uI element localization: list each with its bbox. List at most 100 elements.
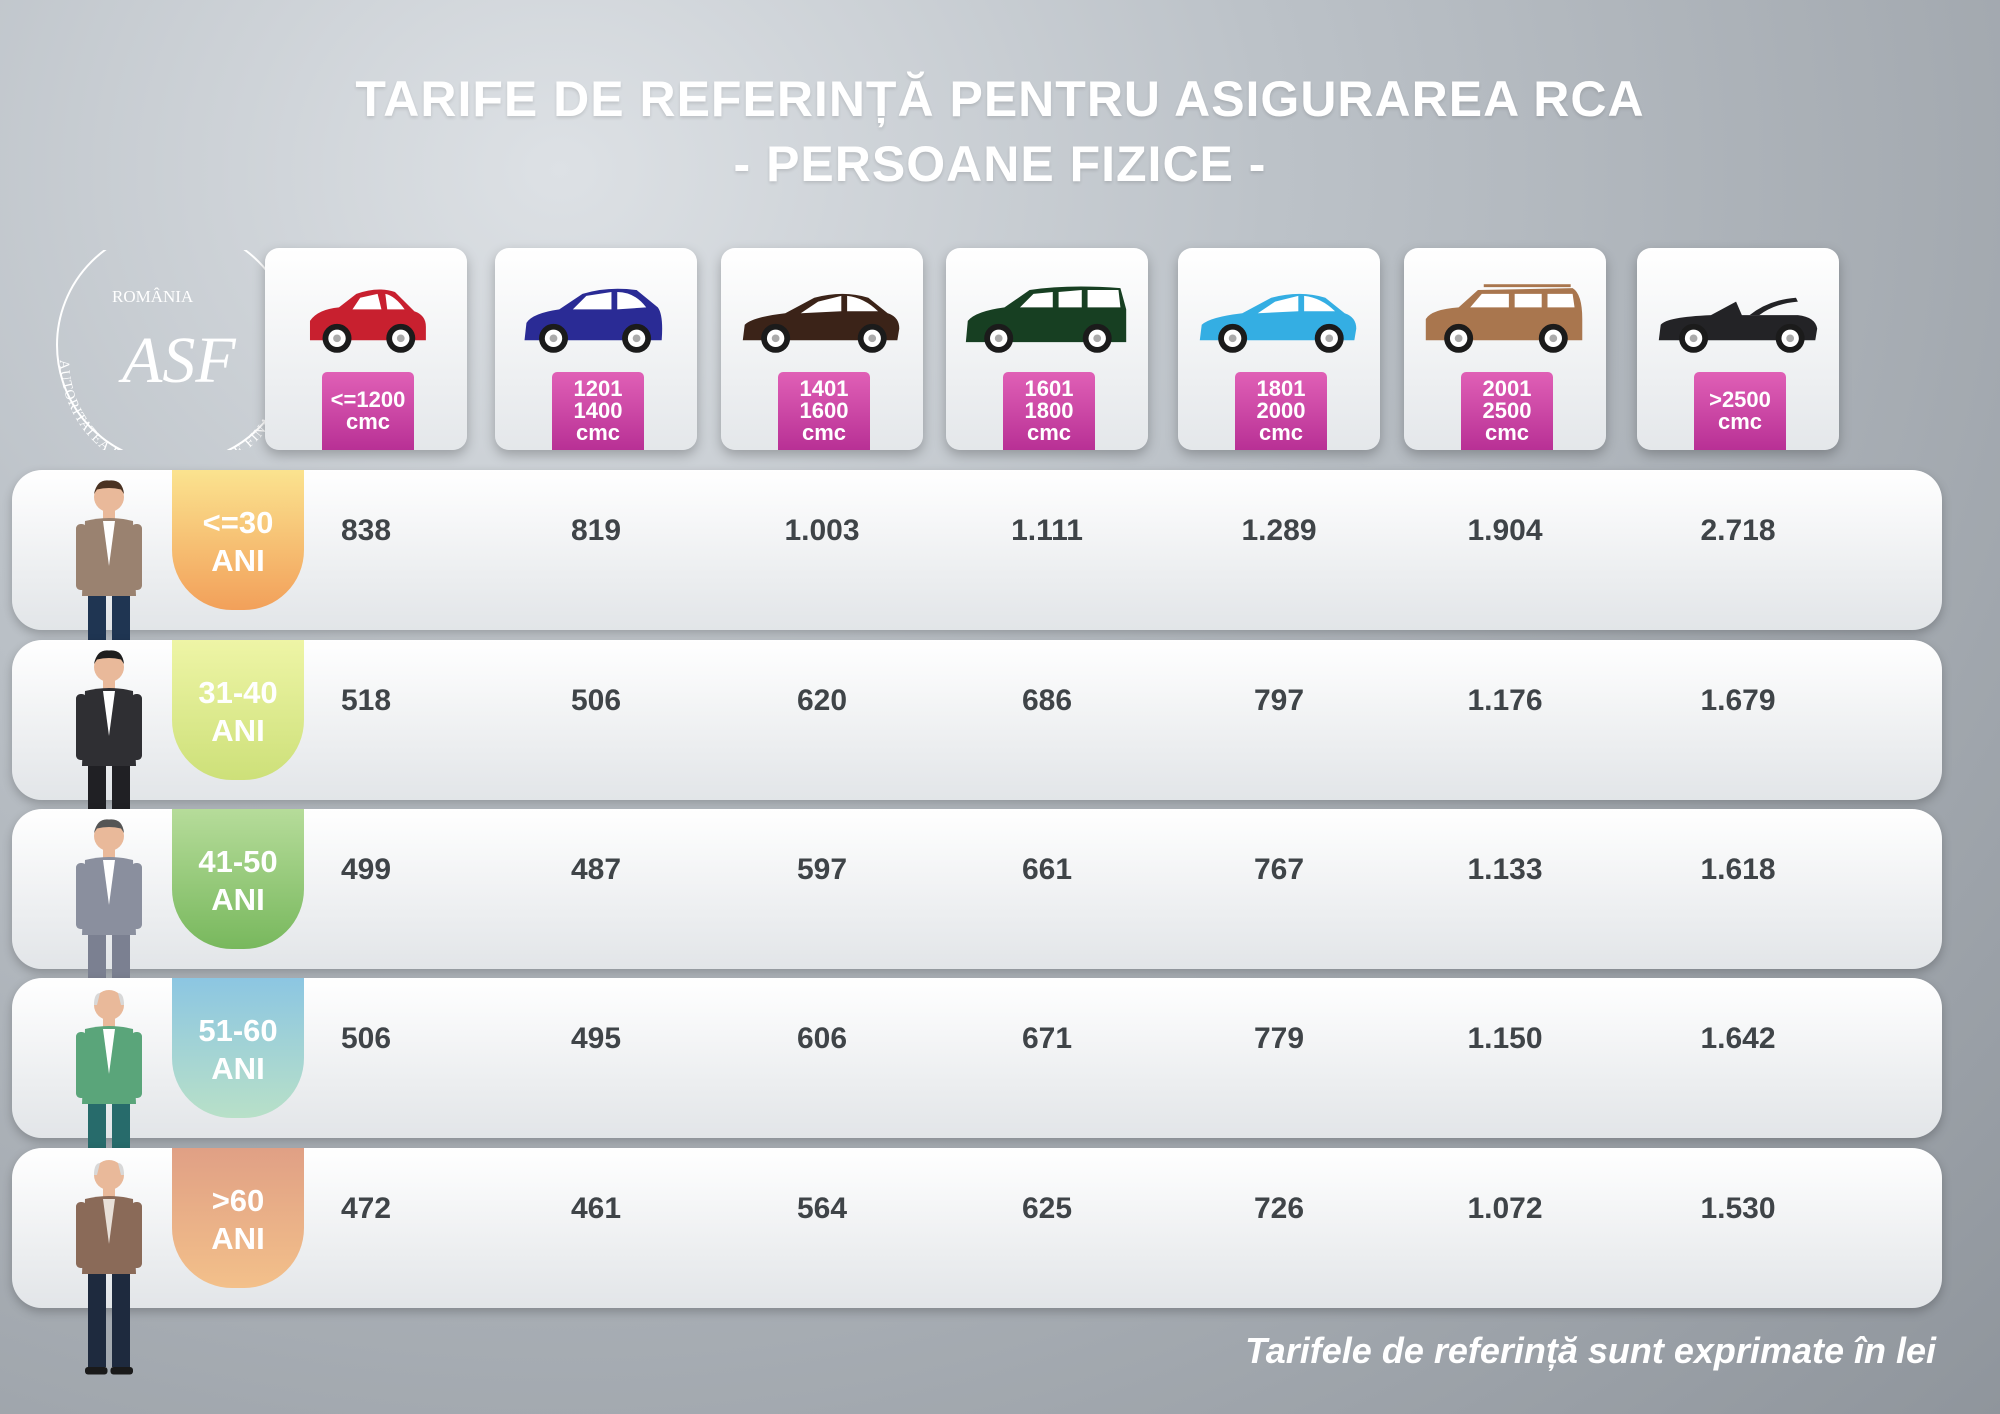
engine-size-label-line: 1201 <box>573 376 623 401</box>
tariff-value: 518 <box>340 684 392 717</box>
table-row: 51-60 ANI 506 495 606 671 779 1.150 1.642 <box>12 978 1942 1205</box>
engine-size-label-line: 1600 <box>799 398 849 423</box>
logo-top-text: ROMÂNIA <box>112 287 194 306</box>
tariff-value: 564 <box>796 1192 848 1225</box>
tariff-value: 606 <box>796 1022 848 1055</box>
tariff-value: 506 <box>340 1022 392 1055</box>
page-subtitle: - PERSOANE FIZICE - <box>733 136 1267 192</box>
table-row: >60 ANI 472 461 564 625 726 1.072 1.530 <box>12 1148 1942 1375</box>
engine-size-label-line: cmc <box>575 420 621 445</box>
tariff-value: 506 <box>570 684 622 717</box>
tariff-value: 1.530 <box>1700 1192 1776 1225</box>
engine-size-label-line: 1401 <box>799 376 849 401</box>
engine-size-label: 1401 1600 cmc <box>778 372 870 450</box>
tariff-value: 767 <box>1253 853 1305 886</box>
engine-size-header: 2001 2500 cmc <box>1404 248 1606 450</box>
person-figure <box>64 1154 154 1375</box>
tariff-value: 625 <box>1021 1192 1073 1225</box>
tariff-value: 838 <box>340 514 392 547</box>
engine-size-header: >2500 cmc <box>1637 248 1839 450</box>
tariff-value: 1.176 <box>1467 684 1543 717</box>
age-group-badge: >60 ANI <box>172 1148 304 1288</box>
tariff-value: 1.003 <box>784 514 860 547</box>
age-group-label: 41-50 <box>198 844 278 879</box>
minivan-icon <box>965 286 1127 353</box>
tariff-value: 686 <box>1021 684 1073 717</box>
engine-size-header: <=1200 cmc <box>265 248 467 450</box>
sedan-icon <box>1199 293 1357 353</box>
engine-size-header: 1601 1800 cmc <box>946 248 1148 450</box>
engine-size-label-line: 2001 <box>1482 376 1532 401</box>
person-figure <box>64 476 154 697</box>
engine-size-label-line: cmc <box>1026 420 1072 445</box>
tariff-value: 1.111 <box>1011 514 1083 547</box>
tariff-value: 597 <box>796 853 848 886</box>
engine-size-label: <=1200 cmc <box>322 372 414 450</box>
person-figure <box>64 984 154 1205</box>
engine-size-label: 1601 1800 cmc <box>1003 372 1095 450</box>
age-group-label: ANI <box>211 1051 265 1086</box>
tariff-value: 487 <box>570 853 622 886</box>
engine-size-label-line: 1800 <box>1024 398 1074 423</box>
tariff-value: 661 <box>1021 853 1073 886</box>
tariff-value: 499 <box>340 853 392 886</box>
tariff-value: 620 <box>796 684 848 717</box>
tariff-value: 726 <box>1253 1192 1305 1225</box>
tariff-value: 1.150 <box>1467 1022 1543 1055</box>
tariff-value: 1.133 <box>1467 853 1543 886</box>
tariff-value: 472 <box>340 1192 392 1225</box>
age-group-label: ANI <box>211 1221 265 1256</box>
engine-size-label-line: 1400 <box>573 398 623 423</box>
tariff-value: 797 <box>1253 684 1305 717</box>
engine-size-label: 2001 2500 cmc <box>1461 372 1553 450</box>
age-group-badge: <=30 ANI <box>172 470 304 610</box>
page-title: TARIFE DE REFERINȚĂ PENTRU ASIGURAREA RC… <box>355 71 1645 127</box>
person-figure <box>64 646 154 867</box>
engine-size-header: 1801 2000 cmc <box>1178 248 1380 450</box>
engine-size-label-line: 2500 <box>1482 398 1532 423</box>
table-row: <=30 ANI 838 819 1.003 1.111 1.289 1.904 2.718 <box>12 470 1942 697</box>
age-group-label: <=30 <box>202 505 274 540</box>
table-row: 41-50 ANI 499 487 597 661 767 1.133 1.618 <box>12 809 1942 1036</box>
tariff-value: 1.072 <box>1467 1192 1543 1225</box>
engine-size-label-line: cmc <box>801 420 847 445</box>
hatchback-icon <box>524 288 663 353</box>
age-group-label: 31-40 <box>198 675 278 710</box>
engine-size-label-line: cmc <box>345 409 391 434</box>
convertible-icon <box>1658 297 1818 353</box>
tariff-value: 671 <box>1021 1022 1073 1055</box>
engine-size-label: >2500 cmc <box>1694 372 1786 450</box>
engine-size-label-line: >2500 <box>1709 387 1771 412</box>
age-group-badge: 31-40 ANI <box>172 640 304 780</box>
table-row: 31-40 ANI 518 506 620 686 797 1.176 1.679 <box>12 640 1942 867</box>
asf-logo: ROMÂNIA AUTORITATEA DE SUPRAVEGHERE FINA… <box>56 250 294 450</box>
engine-size-label-line: cmc <box>1717 409 1763 434</box>
footnote: Tarifele de referință sunt exprimate în … <box>1245 1330 1936 1371</box>
tariff-value: 779 <box>1253 1022 1305 1055</box>
senior-man-icon <box>76 1160 142 1375</box>
person-figure <box>64 815 154 1036</box>
hatchback-small-icon <box>309 289 426 353</box>
sedan-icon <box>742 293 900 353</box>
engine-size-label: 1201 1400 cmc <box>552 372 644 450</box>
engine-size-label-line: cmc <box>1258 420 1304 445</box>
engine-size-header: 1401 1600 cmc <box>721 248 923 450</box>
tariff-value: 819 <box>570 514 622 547</box>
logo-monogram: ASF <box>118 324 236 397</box>
tariff-value: 461 <box>570 1192 622 1225</box>
tariff-value: 1.679 <box>1700 684 1776 717</box>
engine-size-label-line: <=1200 <box>330 387 406 412</box>
engine-size-label-line: 2000 <box>1256 398 1306 423</box>
age-group-badge: 41-50 ANI <box>172 809 304 949</box>
tariff-value: 1.904 <box>1467 514 1543 547</box>
engine-size-label-line: 1601 <box>1024 376 1074 401</box>
age-group-label: ANI <box>211 713 265 748</box>
engine-size-header: 1201 1400 cmc <box>495 248 697 450</box>
engine-size-label-line: cmc <box>1484 420 1530 445</box>
age-group-label: ANI <box>211 882 265 917</box>
suv-icon <box>1425 284 1583 353</box>
tariff-value: 2.718 <box>1700 514 1776 547</box>
engine-size-label-line: 1801 <box>1256 376 1306 401</box>
age-group-badge: 51-60 ANI <box>172 978 304 1118</box>
age-group-label: ANI <box>211 543 265 578</box>
